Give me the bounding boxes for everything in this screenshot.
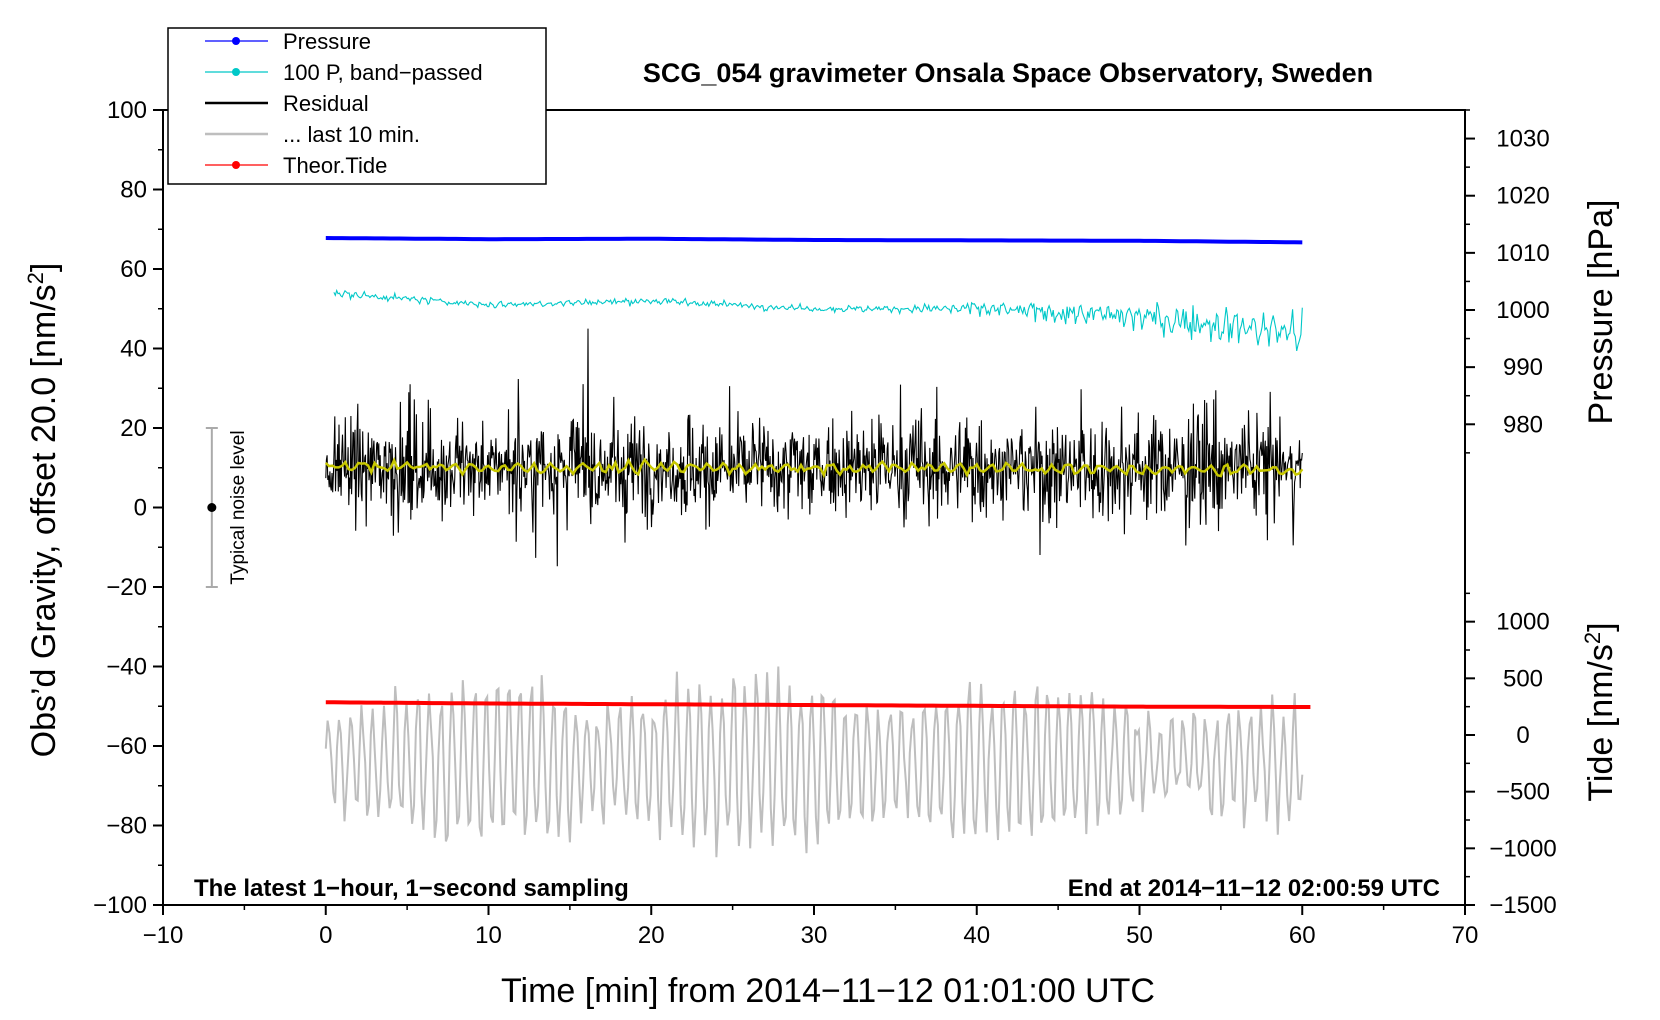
y-tick-label: 20 [120, 415, 147, 442]
x-tick-label: 0 [319, 922, 332, 949]
y-axis-label-left: Obs’d Gravity, offset 20.0 [nm/s2] [23, 263, 63, 758]
legend-marker [232, 161, 240, 169]
x-tick-label: 60 [1289, 922, 1316, 949]
pressure-tick-label: 1030 [1496, 126, 1549, 153]
x-tick-label: 30 [801, 922, 828, 949]
axes: −10 0 10 20 30 40 50 60 70−100−80−60−40−20020406… [93, 97, 1557, 949]
y-tick-label: 0 [134, 495, 147, 522]
legend: Pressure 100 P, band−passed Residual ... la… [167, 27, 547, 185]
y-tick-label: −60 [106, 733, 147, 760]
legend-marker [232, 37, 240, 45]
legend-label: Theor.Tide [283, 153, 387, 178]
x-tick-label: 50 [1126, 922, 1153, 949]
series-theor-tide [325, 700, 1311, 709]
series-pressure [325, 236, 1303, 245]
annotation-left: The latest 1−hour, 1−second sampling [194, 875, 629, 902]
y-tick-label: −40 [106, 654, 147, 681]
x-tick-label: 20 [638, 922, 665, 949]
x-tick-label: 40 [963, 922, 990, 949]
y-axis-label-pressure: Pressure [hPa] [1582, 200, 1620, 425]
y-tick-label: 80 [120, 177, 147, 204]
legend-label: ... last 10 min. [283, 122, 420, 147]
series-last-10-min [324, 666, 1304, 858]
y-tick-label: −100 [93, 892, 147, 919]
y-tick-label: −80 [106, 813, 147, 840]
series-residual [325, 328, 1303, 567]
y-tick-label: 60 [120, 256, 147, 283]
pressure-tick-label: 1010 [1496, 240, 1549, 267]
legend-marker [232, 68, 240, 76]
noise-center-dot [207, 503, 217, 512]
series-layer [324, 236, 1311, 858]
tide-tick-label: 500 [1503, 665, 1543, 692]
pressure-tick-label: 1020 [1496, 183, 1549, 210]
noise-indicator: Typical noise level [205, 427, 249, 588]
legend-label: 100 P, band−passed [283, 60, 483, 85]
y-tick-label: −20 [106, 574, 147, 601]
series-smoothed-residual [324, 456, 1304, 479]
annotation-right: End at 2014−11−12 02:00:59 UTC [1068, 875, 1440, 902]
x-axis-label: Time [min] from 2014−11−12 01:01:00 UTC [501, 972, 1155, 1010]
x-tick-label: 70 [1452, 922, 1479, 949]
x-tick-label: −10 [143, 922, 184, 949]
tide-tick-label: 1000 [1496, 609, 1549, 636]
legend-label: Pressure [283, 29, 371, 54]
pressure-tick-label: 990 [1503, 354, 1543, 381]
y-tick-label: 100 [107, 97, 147, 124]
y-tick-label: 40 [120, 336, 147, 363]
tide-tick-label: −500 [1496, 779, 1550, 806]
tide-tick-label: −1000 [1489, 835, 1556, 862]
legend-label: Residual [283, 91, 369, 116]
chart-title: SCG_054 gravimeter Onsala Space Observat… [643, 58, 1373, 88]
tide-tick-label: 0 [1516, 722, 1529, 749]
legend-box [167, 27, 547, 185]
noise-label: Typical noise level [228, 430, 249, 584]
series-band-passed [333, 288, 1303, 352]
tide-tick-label: −1500 [1489, 892, 1556, 919]
pressure-tick-label: 980 [1503, 411, 1543, 438]
y-axis-label-tide: Tide [nm/s2] [1580, 622, 1620, 801]
x-tick-label: 10 [475, 922, 502, 949]
pressure-tick-label: 1000 [1496, 297, 1549, 324]
